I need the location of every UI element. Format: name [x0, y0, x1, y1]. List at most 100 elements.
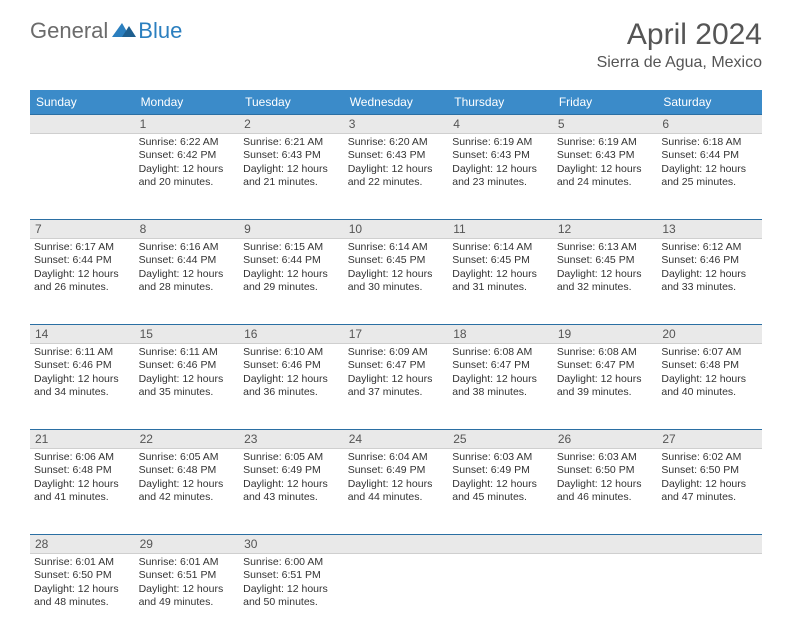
d2-label: and 37 minutes.	[348, 386, 445, 399]
sunset-label: Sunset: 6:45 PM	[452, 254, 549, 267]
d1-label: Daylight: 12 hours	[34, 268, 131, 281]
d2-label: and 24 minutes.	[557, 176, 654, 189]
sunrise-label: Sunrise: 6:09 AM	[348, 346, 445, 359]
sunset-label: Sunset: 6:47 PM	[452, 359, 549, 372]
day-number: 11	[448, 220, 553, 239]
d2-label: and 34 minutes.	[34, 386, 131, 399]
day-cell: Sunrise: 6:15 AMSunset: 6:44 PMDaylight:…	[239, 239, 344, 325]
sunrise-label: Sunrise: 6:00 AM	[243, 556, 340, 569]
day-number: 22	[135, 430, 240, 449]
d1-label: Daylight: 12 hours	[34, 478, 131, 491]
d1-label: Daylight: 12 hours	[243, 583, 340, 596]
d1-label: Daylight: 12 hours	[139, 373, 236, 386]
day-cell: Sunrise: 6:16 AMSunset: 6:44 PMDaylight:…	[135, 239, 240, 325]
sunrise-label: Sunrise: 6:19 AM	[452, 136, 549, 149]
d2-label: and 33 minutes.	[661, 281, 758, 294]
day-cell: Sunrise: 6:14 AMSunset: 6:45 PMDaylight:…	[448, 239, 553, 325]
day-cell: Sunrise: 6:08 AMSunset: 6:47 PMDaylight:…	[448, 344, 553, 430]
d1-label: Daylight: 12 hours	[452, 268, 549, 281]
sunset-label: Sunset: 6:46 PM	[34, 359, 131, 372]
day-cell: Sunrise: 6:03 AMSunset: 6:49 PMDaylight:…	[448, 449, 553, 535]
day-number: 16	[239, 325, 344, 344]
sunset-label: Sunset: 6:50 PM	[34, 569, 131, 582]
d1-label: Daylight: 12 hours	[661, 268, 758, 281]
day-number	[30, 115, 135, 134]
day-cell: Sunrise: 6:18 AMSunset: 6:44 PMDaylight:…	[657, 134, 762, 220]
weekday-header: Wednesday	[344, 90, 449, 115]
day-number-row: 78910111213	[30, 220, 762, 239]
sunrise-label: Sunrise: 6:22 AM	[139, 136, 236, 149]
day-cell: Sunrise: 6:13 AMSunset: 6:45 PMDaylight:…	[553, 239, 658, 325]
d2-label: and 26 minutes.	[34, 281, 131, 294]
day-number: 10	[344, 220, 449, 239]
sunrise-label: Sunrise: 6:04 AM	[348, 451, 445, 464]
sunrise-label: Sunrise: 6:12 AM	[661, 241, 758, 254]
d1-label: Daylight: 12 hours	[139, 268, 236, 281]
d2-label: and 30 minutes.	[348, 281, 445, 294]
sunrise-label: Sunrise: 6:01 AM	[139, 556, 236, 569]
d2-label: and 42 minutes.	[139, 491, 236, 504]
sunset-label: Sunset: 6:50 PM	[661, 464, 758, 477]
d2-label: and 35 minutes.	[139, 386, 236, 399]
day-cell: Sunrise: 6:11 AMSunset: 6:46 PMDaylight:…	[135, 344, 240, 430]
d1-label: Daylight: 12 hours	[661, 163, 758, 176]
sunset-label: Sunset: 6:44 PM	[243, 254, 340, 267]
page-title: April 2024	[597, 18, 762, 52]
sunrise-label: Sunrise: 6:10 AM	[243, 346, 340, 359]
d1-label: Daylight: 12 hours	[557, 373, 654, 386]
sunrise-label: Sunrise: 6:16 AM	[139, 241, 236, 254]
day-cell: Sunrise: 6:05 AMSunset: 6:49 PMDaylight:…	[239, 449, 344, 535]
d1-label: Daylight: 12 hours	[34, 583, 131, 596]
d1-label: Daylight: 12 hours	[452, 373, 549, 386]
day-number	[344, 535, 449, 554]
d2-label: and 40 minutes.	[661, 386, 758, 399]
d2-label: and 39 minutes.	[557, 386, 654, 399]
day-cell: Sunrise: 6:10 AMSunset: 6:46 PMDaylight:…	[239, 344, 344, 430]
sunrise-label: Sunrise: 6:05 AM	[139, 451, 236, 464]
d2-label: and 41 minutes.	[34, 491, 131, 504]
day-cell: Sunrise: 6:21 AMSunset: 6:43 PMDaylight:…	[239, 134, 344, 220]
weekday-header: Friday	[553, 90, 658, 115]
day-number: 8	[135, 220, 240, 239]
sunrise-label: Sunrise: 6:05 AM	[243, 451, 340, 464]
day-cell: Sunrise: 6:01 AMSunset: 6:50 PMDaylight:…	[30, 554, 135, 640]
d2-label: and 25 minutes.	[661, 176, 758, 189]
d1-label: Daylight: 12 hours	[243, 268, 340, 281]
sunrise-label: Sunrise: 6:03 AM	[452, 451, 549, 464]
sunset-label: Sunset: 6:43 PM	[348, 149, 445, 162]
sunset-label: Sunset: 6:51 PM	[243, 569, 340, 582]
sunset-label: Sunset: 6:48 PM	[34, 464, 131, 477]
day-cell: Sunrise: 6:19 AMSunset: 6:43 PMDaylight:…	[553, 134, 658, 220]
day-cell: Sunrise: 6:00 AMSunset: 6:51 PMDaylight:…	[239, 554, 344, 640]
sunrise-label: Sunrise: 6:19 AM	[557, 136, 654, 149]
d2-label: and 23 minutes.	[452, 176, 549, 189]
weekday-header: Sunday	[30, 90, 135, 115]
day-number: 27	[657, 430, 762, 449]
sunrise-label: Sunrise: 6:18 AM	[661, 136, 758, 149]
week-content-row: Sunrise: 6:17 AMSunset: 6:44 PMDaylight:…	[30, 239, 762, 325]
sunset-label: Sunset: 6:45 PM	[557, 254, 654, 267]
day-number	[657, 535, 762, 554]
day-number: 18	[448, 325, 553, 344]
day-number: 13	[657, 220, 762, 239]
d2-label: and 32 minutes.	[557, 281, 654, 294]
day-number	[448, 535, 553, 554]
d2-label: and 46 minutes.	[557, 491, 654, 504]
day-number: 24	[344, 430, 449, 449]
day-cell: Sunrise: 6:12 AMSunset: 6:46 PMDaylight:…	[657, 239, 762, 325]
sunset-label: Sunset: 6:51 PM	[139, 569, 236, 582]
d1-label: Daylight: 12 hours	[243, 373, 340, 386]
day-number: 4	[448, 115, 553, 134]
d1-label: Daylight: 12 hours	[557, 268, 654, 281]
weekday-header-row: Sunday Monday Tuesday Wednesday Thursday…	[30, 90, 762, 115]
day-cell	[553, 554, 658, 640]
d1-label: Daylight: 12 hours	[348, 268, 445, 281]
day-number: 2	[239, 115, 344, 134]
d1-label: Daylight: 12 hours	[34, 373, 131, 386]
weekday-header: Thursday	[448, 90, 553, 115]
day-number: 28	[30, 535, 135, 554]
day-number: 19	[553, 325, 658, 344]
day-cell: Sunrise: 6:20 AMSunset: 6:43 PMDaylight:…	[344, 134, 449, 220]
sunrise-label: Sunrise: 6:15 AM	[243, 241, 340, 254]
sunrise-label: Sunrise: 6:03 AM	[557, 451, 654, 464]
